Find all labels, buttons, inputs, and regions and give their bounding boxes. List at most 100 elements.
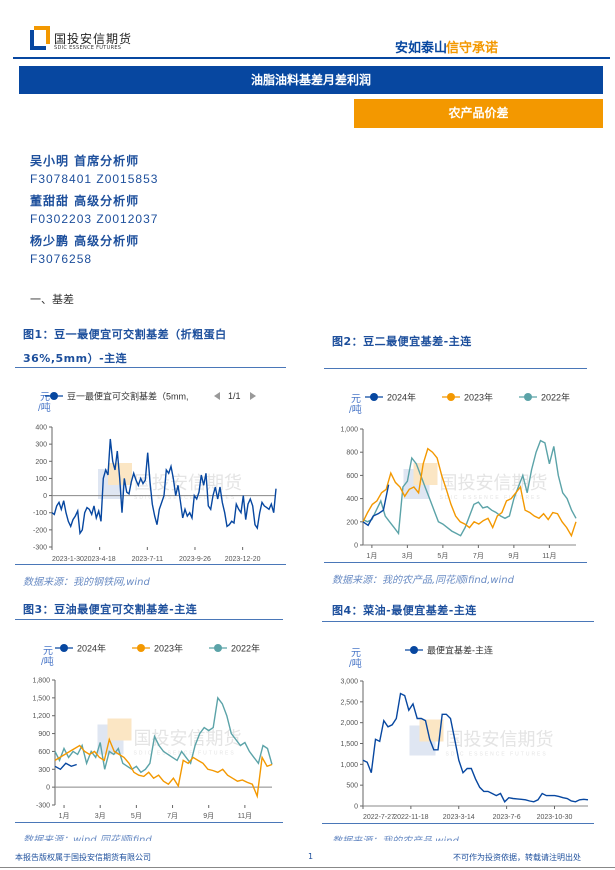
- y-tick-label: 400: [35, 425, 47, 432]
- figure-2-source: 数据来源：我的农产品,同花顺ifind,wind: [332, 575, 514, 586]
- watermark-logo-icon: [413, 463, 438, 485]
- legend-label: 2022年: [541, 392, 570, 403]
- figure-4-title: 图4：菜油-最便宜基差-主连: [332, 604, 477, 617]
- chart-2: 国投安信期货 SDIC ESSENCE FUTURES 元/吨 1,000 800 600…: [340, 392, 577, 560]
- x-tick-label: 5月: [437, 552, 448, 560]
- figure-3-bottom-rule: [15, 822, 283, 823]
- series-line-2024: [54, 762, 77, 771]
- legend-marker: [50, 392, 58, 400]
- x-tick-label: 7月: [473, 552, 484, 560]
- x-tick-label: 1月: [59, 812, 70, 820]
- legend-marker: [370, 393, 378, 401]
- y-tick-label: 900: [38, 731, 50, 738]
- y-tick-label: 100: [35, 476, 47, 483]
- y-tick-label: 1,000: [340, 762, 358, 769]
- x-tick-label: 2023-1-30: [52, 556, 84, 563]
- y-axis-unit: 元: [351, 394, 361, 405]
- series-line-2023: [54, 737, 273, 799]
- y-tick-label: 300: [38, 767, 50, 774]
- y-tick-label: 2,000: [340, 720, 358, 727]
- legend-label: 2022年: [231, 643, 260, 654]
- analyst-3-ids: F3076258: [30, 252, 93, 266]
- figure-1-source: 数据来源：我的钢铁网,wind: [23, 577, 150, 588]
- y-tick-label: 400: [346, 496, 358, 503]
- y-tick-label: -300: [33, 545, 47, 552]
- figure-1-rule: [15, 367, 286, 368]
- page-number: 1: [308, 852, 314, 861]
- figure-2-bottom-rule: [324, 562, 587, 563]
- footer-copyright: 本报告版权属于国投安信期货有限公司: [15, 853, 151, 862]
- legend-pager: 1/1: [228, 391, 241, 401]
- watermark-text: 国投安信期货: [134, 729, 242, 749]
- y-tick-label: 3,000: [340, 679, 358, 686]
- x-tick-label: 2022-7-27: [363, 814, 395, 821]
- y-tick-label: 0: [46, 785, 50, 792]
- x-tick-label: 9月: [203, 812, 214, 820]
- legend-label: 2023年: [464, 392, 493, 403]
- x-tick-label: 9月: [508, 552, 519, 560]
- legend-marker: [214, 644, 222, 652]
- y-tick-label: -100: [33, 510, 47, 517]
- series-line-2024: [362, 484, 390, 527]
- figure-3-title: 图3：豆油最便宜可交割基差-主连: [23, 603, 198, 616]
- watermark-text: 国投安信期货: [446, 730, 554, 750]
- legend-marker: [60, 644, 68, 652]
- report-title: 油脂油料基差月差利润: [19, 66, 603, 94]
- series-line-2022: [362, 439, 577, 537]
- x-tick-label: 2023-7-11: [132, 556, 164, 563]
- footer-rule: [0, 867, 615, 868]
- y-tick-label: -200: [33, 527, 47, 534]
- slogan-part2: 信守承诺: [446, 41, 499, 56]
- series-line-2023: [362, 447, 577, 538]
- analyst-2-ids: F0302203 Z0012037: [30, 212, 159, 226]
- watermark-subtext: SDIC ESSENCE FUTURES: [134, 495, 236, 501]
- figure-2-title: 图2：豆二最便宜基差-主连: [332, 335, 472, 348]
- y-axis-unit: 元: [351, 648, 361, 659]
- figure-3-rule: [15, 619, 283, 620]
- y-tick-label: 2,500: [340, 699, 358, 706]
- legend-label: 2023年: [154, 643, 183, 654]
- x-tick-label: 11月: [542, 552, 556, 560]
- x-tick-label: 2023-4-18: [84, 556, 116, 563]
- footer-disclaimer: 不可作为投资依据，转载请注明出处: [453, 853, 581, 862]
- y-tick-label: 300: [35, 442, 47, 449]
- x-tick-label: 3月: [402, 552, 413, 560]
- figure-1-bottom-rule: [15, 564, 286, 565]
- y-tick-label: 0: [354, 804, 358, 811]
- analyst-2-name: 董甜甜 高级分析师: [30, 194, 140, 208]
- watermark-logo-icon: [107, 718, 132, 741]
- x-tick-label: 2022-11-18: [393, 814, 428, 821]
- y-tick-label: 1,000: [340, 427, 358, 434]
- x-tick-label: 2023-9-26: [179, 556, 211, 563]
- legend-marker: [524, 393, 532, 401]
- legend-label: 豆一最便宜可交割基差（5mm,: [67, 391, 189, 402]
- analyst-1-ids: F3078401 Z0015853: [30, 172, 159, 186]
- x-tick-label: 2023-12-20: [225, 556, 261, 563]
- y-tick-label: 600: [38, 749, 50, 756]
- figure-2-rule: [324, 368, 587, 369]
- x-tick-label: 5月: [131, 812, 142, 820]
- series-line-2022: [54, 696, 273, 774]
- figure-3-source: 数据来源：wind,同花顺ifind: [23, 835, 152, 841]
- legend-marker: [447, 393, 455, 401]
- analyst-1-name: 吴小明 首席分析师: [30, 154, 140, 168]
- y-tick-label: 1,500: [340, 741, 358, 748]
- y-axis-unit: /吨: [349, 657, 362, 670]
- x-tick-label: 2023-10-30: [537, 814, 573, 821]
- y-tick-label: 0: [354, 543, 358, 550]
- y-axis-unit: /吨: [349, 403, 362, 416]
- logo-name: 国投安信期货: [54, 32, 133, 46]
- legend-next-icon: [250, 392, 256, 400]
- logo-english: SDIC ESSENCE FUTURES: [54, 45, 122, 51]
- x-tick-label: 2023-3-14: [443, 814, 475, 821]
- figure-4-source: 数据来源：我的农产品,wind: [332, 832, 459, 841]
- figure-1-title-line2: 36%,5mm）-主连: [23, 352, 128, 365]
- y-tick-label: 1,200: [32, 713, 50, 720]
- y-tick-label: 1,500: [32, 695, 50, 702]
- analyst-3-name: 杨少鹏 高级分析师: [30, 234, 140, 248]
- y-axis-unit: 元: [43, 646, 53, 657]
- watermark-subtext: SDIC ESSENCE FUTURES: [440, 495, 542, 501]
